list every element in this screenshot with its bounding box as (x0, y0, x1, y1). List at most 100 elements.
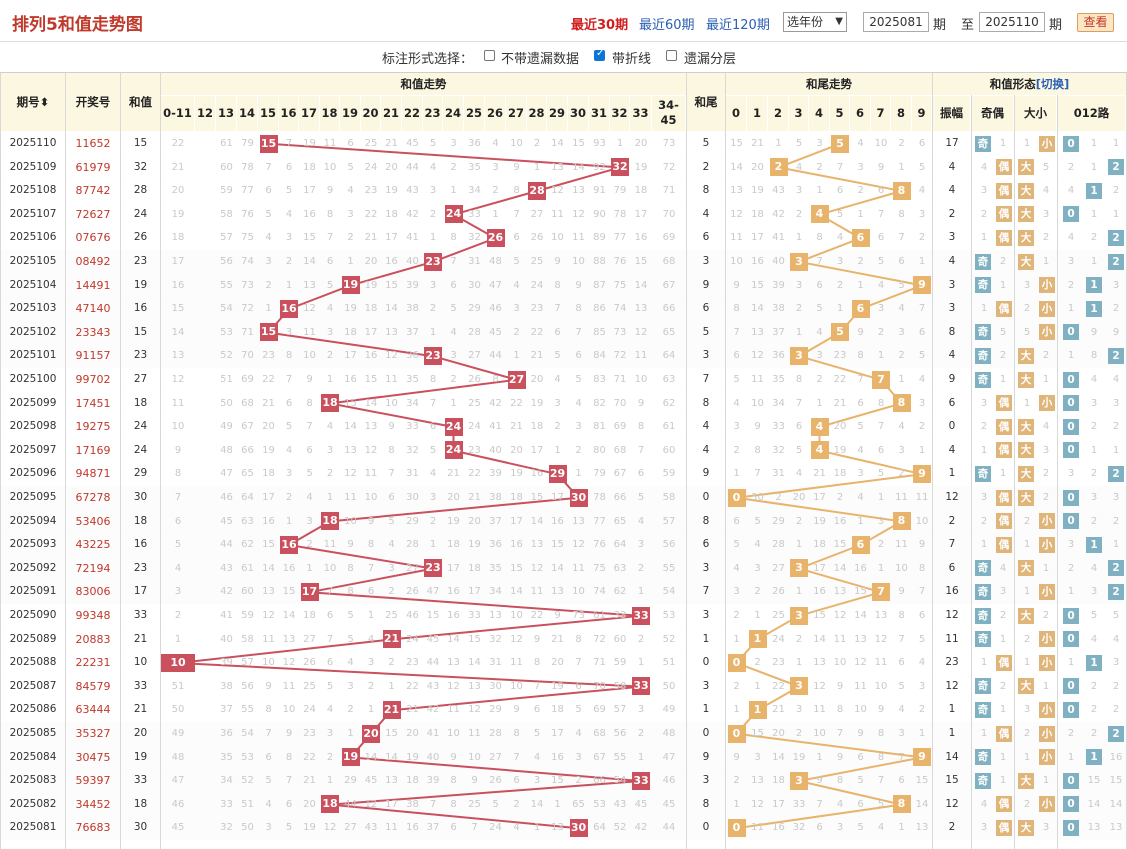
sum-omission-cell: 20 (530, 374, 544, 385)
road-omission: 4 (1090, 374, 1098, 385)
tail-omission-cell: 30 (751, 492, 764, 503)
oddeven-omission: 1 (999, 704, 1007, 716)
draw-number: 53406 (75, 514, 111, 528)
sum-omission-cell: 15 (510, 562, 523, 574)
no-omission-checkbox[interactable] (484, 50, 495, 61)
sum-omission-cell: 35 (220, 751, 233, 763)
tail-omission-cell: 25 (772, 610, 785, 621)
sum-hit-marker: 10 (161, 653, 195, 672)
span-value: 7 (948, 538, 956, 551)
oddeven-badge: 奇 (975, 772, 991, 789)
sum-hit-marker: 18 (321, 394, 339, 413)
road-omission: 13 (1109, 822, 1123, 834)
tail-omission-cell: 6 (733, 350, 740, 362)
sum-value: 23 (133, 349, 148, 362)
sum-omission-cell: 8 (575, 303, 582, 315)
sum-omission-cell: 33 (468, 610, 481, 621)
sum-omission-cell (195, 698, 216, 721)
query-button[interactable]: 查看 (1077, 13, 1114, 32)
tail-omission-cell: 6 (733, 515, 740, 527)
sum-omission-cell: 75 (241, 232, 254, 244)
sum-omission-cell: 3 (429, 492, 437, 503)
sum-omission-cell: 6 (533, 704, 541, 716)
sum-omission-cell: 13 (551, 586, 564, 598)
sum-omission-cell: 55 (220, 279, 233, 291)
tail-hit-marker: 3 (790, 677, 808, 696)
tail-omission-cell: 42 (772, 208, 785, 220)
end-period-input[interactable]: 2025110 (979, 12, 1045, 32)
road-badge: 1 (1086, 300, 1102, 317)
sum-omission-cell (195, 746, 216, 769)
sum-omission-cell: 68 (662, 256, 676, 267)
oddeven-omission: 3 (980, 185, 988, 197)
tail-omission-cell: 21 (772, 704, 785, 716)
sum-omission-cell: 73 (241, 279, 254, 291)
tail-omission-cell: 1 (795, 586, 803, 598)
sum-omission-cell: 23 (364, 185, 378, 197)
sum-omission-cell: 64 (593, 822, 606, 834)
form-title: 和值形态 (989, 77, 1036, 91)
sum-omission-cell: 65 (572, 798, 585, 810)
sum-omission-cell: 22 (303, 751, 316, 763)
tail-omission-cell: 6 (877, 185, 885, 197)
draw-number: 22231 (75, 656, 111, 670)
tail-omission-cell: 13 (730, 185, 743, 197)
sum-omission-cell: 67 (593, 751, 606, 763)
sum-omission-cell: 40 (220, 633, 233, 645)
bigsmall-badge: 大 (1018, 489, 1034, 506)
oddeven-badge: 奇 (975, 371, 991, 388)
sum-omission-cell: 85 (593, 326, 606, 338)
sum-omission-cell: 63 (241, 515, 254, 527)
sum-omission-cell: 5 (285, 822, 293, 834)
tail-value: 2 (702, 160, 710, 173)
tab-recent-30[interactable]: 最近30期 (571, 18, 629, 33)
bigsmall-omission: 1 (1023, 751, 1031, 763)
sum-hit-marker: 20 (362, 724, 380, 743)
oddeven-badge: 奇 (975, 583, 991, 600)
sum-omission-cell: 52 (613, 822, 627, 834)
tail-omission-cell: 9 (754, 421, 761, 433)
polyline-checkbox[interactable] (594, 48, 605, 61)
tail-omission-cell: 14 (813, 633, 826, 645)
tab-recent-60[interactable]: 最近60期 (639, 18, 695, 33)
sum-omission-cell: 45 (634, 798, 648, 810)
tail-omission-cell: 8 (754, 444, 761, 456)
tail-hit-marker: 7 (872, 582, 890, 601)
header-period[interactable]: 期号⬍ (1, 73, 65, 131)
sum-omission-cell: 5 (326, 680, 334, 692)
switch-link[interactable]: [切换] (1035, 77, 1070, 91)
tail-omission-cell: 1 (795, 539, 803, 551)
span-value: 3 (948, 278, 956, 291)
sum-omission-cell: 2 (347, 704, 354, 716)
road-badge: 0 (1063, 607, 1079, 624)
start-period-input[interactable]: 2025081 (863, 12, 929, 32)
chevron-down-icon: ▼ (835, 16, 843, 27)
oddeven-omission: 1 (999, 374, 1007, 385)
sum-omission-cell: 1 (533, 161, 541, 173)
tail-omission-cell: 35 (772, 374, 785, 385)
omission-layer-checkbox[interactable] (666, 50, 677, 61)
sum-omission-cell: 19 (303, 822, 316, 834)
sum-omission-cell: 12 (530, 562, 544, 574)
tab-recent-120[interactable]: 最近120期 (706, 18, 770, 33)
tail-omission-cell: 7 (877, 421, 885, 433)
sum-omission-cell: 5 (513, 256, 520, 267)
tail-omission-cell: 32 (792, 822, 806, 834)
tail-omission-cell: 12 (751, 798, 764, 810)
sum-omission-cell: 16 (447, 610, 460, 621)
oddeven-omission: 2 (999, 350, 1007, 362)
oddeven-omission: 1 (980, 539, 988, 551)
tail-omission-cell: 36 (772, 350, 785, 362)
road-badge: 1 (1086, 182, 1102, 199)
year-select[interactable]: 选年份 ▼ (783, 12, 847, 32)
tail-omission-cell: 26 (772, 586, 785, 598)
tail-col-header: 0 (726, 96, 746, 131)
oddeven-omission: 3 (980, 822, 988, 834)
oddeven-badge: 偶 (996, 395, 1012, 412)
oddeven-badge: 偶 (996, 300, 1012, 317)
sum-omission-cell: 30 (468, 279, 481, 291)
sum-omission-cell: 7 (306, 421, 313, 433)
sum-omission-cell: 10 (510, 610, 523, 621)
oddeven-badge: 奇 (975, 253, 991, 270)
tail-omission-cell: 1 (857, 208, 864, 220)
